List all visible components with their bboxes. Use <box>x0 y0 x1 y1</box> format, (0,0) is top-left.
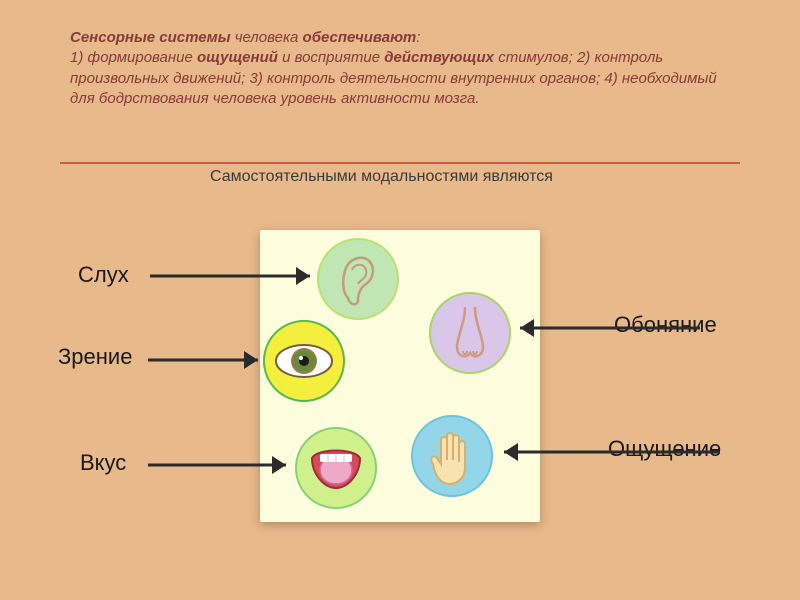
heading-part-2c: и восприятие <box>278 49 384 66</box>
touch-circle <box>411 415 493 497</box>
taste-circle <box>295 427 377 509</box>
nose-icon <box>449 303 491 363</box>
eye-icon <box>274 341 334 381</box>
heading-part-1b: человека <box>231 29 303 46</box>
heading-bold-4: действующих <box>384 49 494 66</box>
heading-bold-1: Сенсорные системы <box>70 29 231 46</box>
taste-label: Вкус <box>80 450 126 476</box>
smell-circle <box>429 292 511 374</box>
sub-heading: Самостоятельными модальностями являются <box>210 168 610 186</box>
vision-circle <box>263 320 345 402</box>
heading-part-2a: 1) формирование <box>70 49 197 66</box>
heading-part-1d: : <box>416 29 420 46</box>
heading-bold-2: обеспечивают <box>303 29 417 46</box>
divider-line <box>60 162 740 164</box>
hearing-circle <box>317 238 399 320</box>
mouth-icon <box>306 444 366 492</box>
hand-icon <box>423 426 481 486</box>
smell-label: Обоняние <box>614 312 717 338</box>
ear-icon <box>336 250 380 308</box>
heading-paragraph: Сенсорные системы человека обеспечивают:… <box>70 28 730 109</box>
heading-bold-3: ощущений <box>197 49 278 66</box>
hearing-label: Слух <box>78 262 129 288</box>
vision-label: Зрение <box>58 344 132 370</box>
touch-label: Ощущение <box>608 436 721 462</box>
